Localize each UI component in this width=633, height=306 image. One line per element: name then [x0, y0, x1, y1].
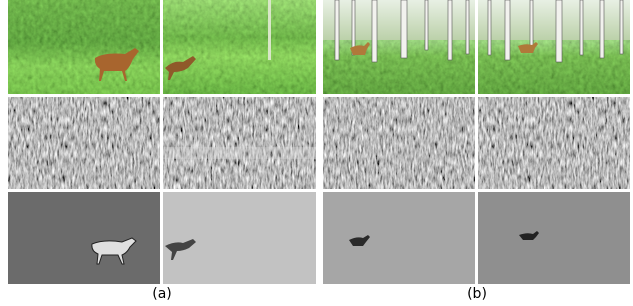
caption-a: (a): [152, 286, 172, 302]
page: (a) (b) (() => { const data = JSON.parse…: [0, 0, 633, 306]
color-frames: [8, 0, 630, 94]
mask-frames: [8, 192, 630, 284]
figure: (a) (b): [0, 0, 633, 306]
caption-b: (b): [467, 286, 487, 302]
difference-frames: [8, 97, 630, 189]
